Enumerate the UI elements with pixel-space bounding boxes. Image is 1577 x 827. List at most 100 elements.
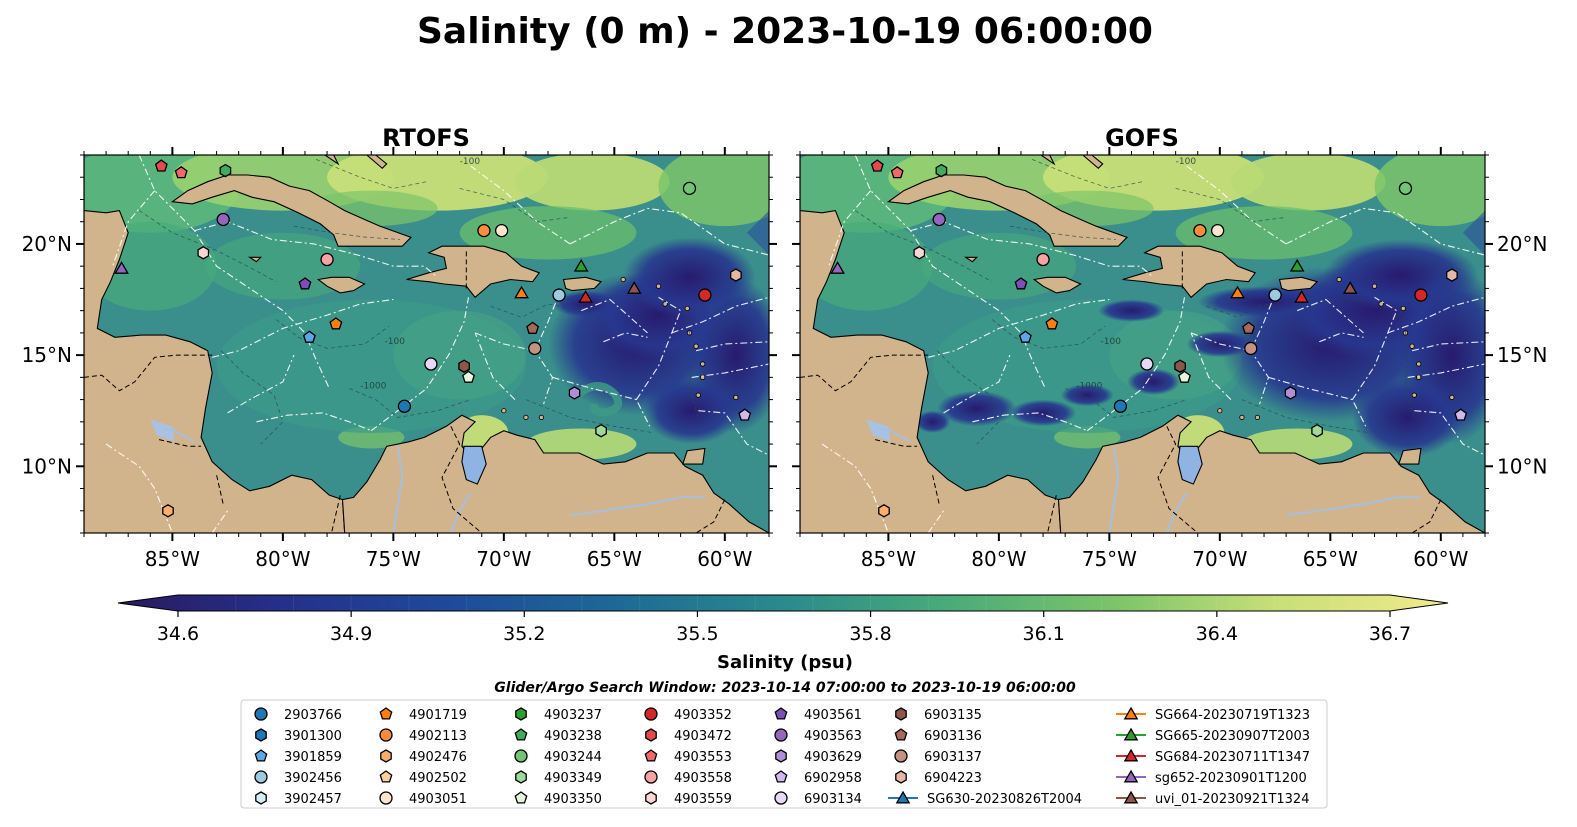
small-island: [523, 414, 529, 420]
legend-label: 4903559: [674, 792, 732, 807]
colorbar-tick-label: 35.8: [849, 623, 891, 645]
contour-label: -1000: [1076, 381, 1102, 391]
contour-label: -100: [385, 337, 406, 347]
colorbar-tick-label: 35.2: [503, 623, 545, 645]
legend-label: 4902476: [409, 750, 467, 765]
legend-marker: [1123, 748, 1139, 762]
legend-marker: [1123, 790, 1139, 804]
legend-marker: [774, 728, 788, 742]
observation-marker: [298, 277, 312, 290]
eez-boundary: [1414, 410, 1485, 456]
legend-marker: [1123, 706, 1139, 720]
observation-marker: [1210, 223, 1225, 238]
bathymetry-contour: [991, 319, 1106, 349]
bathymetry-contour: [1065, 388, 1187, 418]
legend-marker: [894, 728, 908, 741]
legend-label: 4903349: [544, 771, 602, 786]
lake-nicaragua: [866, 419, 891, 442]
legend-label: sg652-20230901T1200: [1155, 771, 1307, 786]
small-island: [684, 305, 690, 312]
legend-label: 3901300: [284, 729, 342, 744]
small-island: [1416, 374, 1422, 380]
legend-label: 4903629: [804, 750, 862, 765]
legend-marker: [254, 707, 268, 721]
legend-marker: [774, 707, 788, 720]
lake-nicaragua: [150, 419, 175, 442]
salinity-region: [1241, 428, 1353, 460]
observation-marker: [682, 181, 697, 196]
contour-label: -100: [1101, 337, 1122, 347]
river: [877, 427, 911, 443]
salinity-region: [205, 232, 361, 300]
land-jamaica: [1032, 276, 1082, 294]
map-panel-rtofs: -1000 -100 -100 85°W 80°W 75°W 70°W 65°W 60°W 20°…: [22, 147, 777, 571]
eez-boundary: [370, 297, 470, 432]
legend-marker: [379, 707, 393, 720]
colorbar-tick-label: 34.6: [157, 623, 199, 645]
river: [392, 446, 404, 533]
small-island: [620, 276, 626, 283]
contour-label: -100: [1176, 157, 1197, 167]
legend-label: 4903352: [674, 708, 732, 723]
eez-boundary: [569, 207, 769, 256]
lat-tick-label: 10°N: [22, 454, 72, 478]
salinity-region: [658, 155, 769, 227]
small-island: [695, 392, 701, 398]
legend-marker: [894, 749, 908, 763]
legend-marker: [1123, 727, 1139, 741]
salinity-region: [525, 428, 637, 460]
legend-label: 6902958: [804, 771, 862, 786]
country-border: [1411, 499, 1442, 533]
legend-marker: [514, 749, 528, 763]
low-salinity-region: [937, 390, 1017, 427]
observation-marker: [526, 321, 540, 334]
observation-marker: [878, 504, 890, 518]
legend-marker: [895, 707, 907, 721]
small-island: [1239, 414, 1245, 420]
low-salinity-region: [1060, 384, 1114, 407]
observation-marker: [830, 261, 845, 274]
legend-marker: [644, 770, 658, 784]
observation-marker: [1284, 386, 1297, 400]
legend-marker: [255, 791, 267, 805]
small-island: [1336, 276, 1342, 283]
eez-boundary: [470, 165, 571, 245]
legend-marker: [645, 791, 657, 805]
small-island: [501, 408, 507, 414]
observation-marker: [578, 289, 593, 303]
land-centralamerica: [84, 155, 346, 533]
eez-boundary: [698, 410, 769, 456]
legend-label: 3902456: [284, 771, 342, 786]
search-window-text: Glider/Argo Search Window: 2023-10-14 07…: [494, 680, 1076, 696]
colorbar-tick-label: 36.1: [1023, 623, 1065, 645]
small-island: [1400, 305, 1406, 312]
lon-tick-label: 85°W: [861, 547, 916, 571]
bathymetry-contour: [349, 388, 471, 418]
lat-tick-label: 10°N: [1497, 454, 1547, 478]
colorbar-tick-label: 36.7: [1369, 623, 1411, 645]
land-southamerica: [1057, 414, 1485, 533]
country-border: [874, 439, 918, 447]
small-island: [1409, 343, 1415, 349]
low-salinity-region: [914, 410, 951, 433]
country-border: [932, 475, 940, 505]
observation-marker: [424, 357, 438, 371]
contour-label: -100: [460, 157, 481, 167]
land-bahamas2: [1081, 155, 1104, 170]
eez-boundary: [552, 376, 651, 427]
observation-marker: [1242, 321, 1256, 334]
observation-marker: [1140, 357, 1154, 371]
legend-marker: [774, 791, 788, 805]
observation-marker: [595, 423, 607, 438]
colorbar-tick-label: 36.4: [1196, 623, 1238, 645]
lon-tick-label: 80°W: [255, 547, 310, 571]
low-salinity-region: [643, 377, 741, 445]
eez-boundary: [256, 412, 372, 432]
bathymetry-contour: [1175, 188, 1287, 223]
observation-marker: [197, 246, 210, 260]
country-border: [158, 439, 202, 447]
small-island: [1254, 414, 1261, 420]
observation-marker: [1311, 423, 1323, 438]
legend-label: 4901719: [409, 708, 467, 723]
